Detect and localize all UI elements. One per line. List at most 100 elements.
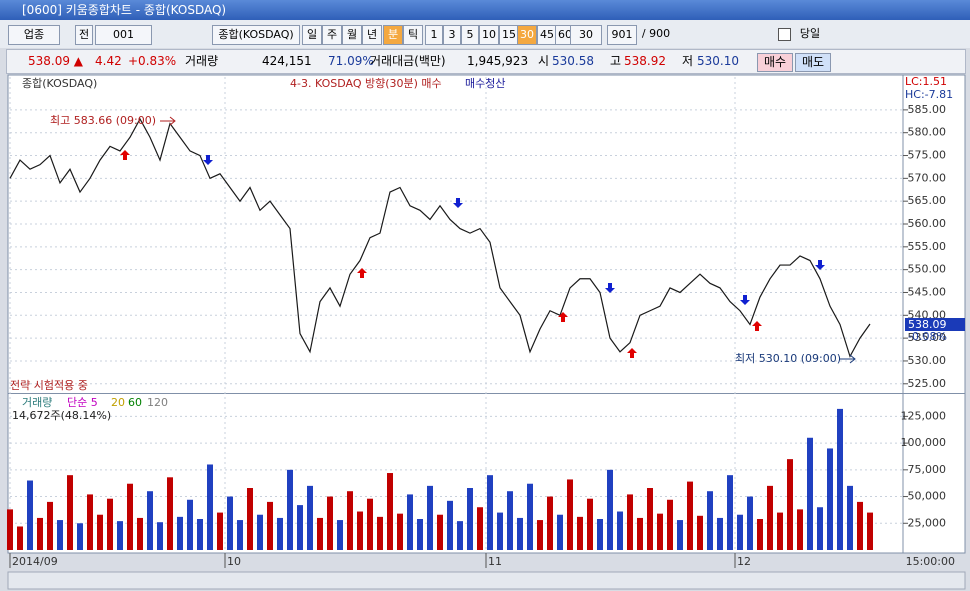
legend-label: 60 <box>128 396 142 409</box>
volume-bar <box>167 477 173 550</box>
toolbar-button[interactable]: 전 <box>75 25 93 45</box>
volume-bar <box>347 491 353 550</box>
annotation: 매수청산 <box>465 77 505 90</box>
quote-field: 530.58 <box>552 54 594 68</box>
toolbar-button[interactable]: 5 <box>461 25 479 45</box>
volume-bar <box>597 519 603 550</box>
volume-bar <box>427 485 433 550</box>
volume-bar <box>237 520 243 550</box>
volume-bar <box>507 491 513 550</box>
signal-arrow <box>627 348 637 358</box>
quote-field: +0.83% <box>128 54 177 68</box>
volume-bar <box>627 494 633 550</box>
annotation: 최고 583.66 (09:00) <box>50 114 156 127</box>
volume-bar <box>527 483 533 550</box>
quote-field: 고 <box>610 54 622 68</box>
toolbar-button[interactable]: 001 <box>95 25 152 45</box>
annotation: 538.09 <box>908 318 947 331</box>
quote-field: 1,945,923 <box>467 54 529 68</box>
volume-bar <box>577 516 583 550</box>
volume-bar <box>357 511 363 550</box>
volume-bar <box>77 523 83 550</box>
series-name: 종합(KOSDAQ) <box>22 77 97 90</box>
volume-bar <box>147 491 153 550</box>
annotation: HC:-7.81 <box>905 88 953 101</box>
volume-bar <box>17 526 23 550</box>
volume-bar <box>217 512 223 550</box>
volume-bar <box>297 505 303 550</box>
volume-bar <box>797 509 803 550</box>
toolbar-button[interactable]: 30 <box>517 25 537 45</box>
volume-bar <box>817 507 823 550</box>
volume-bar <box>287 469 293 550</box>
toolbar-button[interactable]: 년 <box>362 25 382 45</box>
quote-field: 424,151 <box>262 54 312 68</box>
volume-bar <box>7 509 13 550</box>
toolbar-button[interactable]: 10 <box>479 25 499 45</box>
legend-label: 20 <box>111 396 125 409</box>
scrollbar[interactable] <box>7 571 966 590</box>
quote-field: 시 <box>538 54 550 68</box>
checkbox[interactable] <box>778 28 791 41</box>
toolbar-button[interactable]: 45 <box>537 25 557 45</box>
y-tick-label: 580.00 <box>908 126 947 139</box>
volume-bar <box>847 485 853 550</box>
volume-bar <box>337 520 343 550</box>
y-tick-label: 530.00 <box>908 354 947 367</box>
signal-arrow <box>453 198 463 208</box>
y-tick-label: 525.00 <box>908 377 947 390</box>
toolbar-button[interactable]: 업종 <box>8 25 60 45</box>
quote-field: 거래대금(백만) <box>370 54 446 68</box>
volume-bar <box>377 516 383 550</box>
toolbar-button[interactable]: 1 <box>425 25 443 45</box>
volume-bar <box>517 517 523 550</box>
toolbar-button[interactable]: 틱 <box>403 25 423 45</box>
volume-bar <box>67 475 73 550</box>
volume-bar <box>177 516 183 550</box>
signal-arrow <box>203 155 213 165</box>
toolbar-button[interactable]: 종합(KOSDAQ) <box>212 25 300 45</box>
volume-bar <box>37 517 43 550</box>
annotation: -0.08% <box>908 330 947 343</box>
signal-arrow <box>752 321 762 331</box>
y-tick-label: 50,000 <box>908 490 947 503</box>
volume-bar <box>87 494 93 550</box>
y-tick-label: 75,000 <box>908 463 947 476</box>
annotation: 전략 시험적용 중 <box>10 379 88 392</box>
x-tick-label: 12 <box>737 555 751 568</box>
volume-bar <box>307 485 313 550</box>
volume-bar <box>317 517 323 550</box>
toolbar-button[interactable]: / 900 <box>641 27 671 40</box>
volume-bar <box>497 512 503 550</box>
legend-label: 거래량 <box>22 396 52 409</box>
volume-bar <box>257 514 263 550</box>
quote-field: 530.10 <box>697 54 739 68</box>
toolbar-button[interactable]: 당일 <box>799 27 821 40</box>
volume-bar <box>867 512 873 550</box>
y-tick-label: 550.00 <box>908 263 947 276</box>
signal-arrow <box>605 283 615 293</box>
y-tick-label: 560.00 <box>908 217 947 230</box>
toolbar-button[interactable]: 901 <box>607 25 637 45</box>
toolbar-button[interactable]: 일 <box>302 25 322 45</box>
volume-bar <box>727 475 733 550</box>
y-tick-label: 555.00 <box>908 240 947 253</box>
volume-bar <box>367 498 373 550</box>
toolbar-button[interactable]: 3 <box>443 25 461 45</box>
y-tick-label: 100,000 <box>901 436 947 449</box>
order-button[interactable]: 매수 <box>757 53 793 72</box>
volume-bar <box>437 514 443 550</box>
toolbar-button[interactable]: 30 <box>570 25 602 45</box>
annotation: 최저 530.10 (09:00) <box>735 352 841 365</box>
toolbar-button[interactable]: 주 <box>322 25 342 45</box>
volume-bar <box>617 511 623 550</box>
current-price-box <box>905 318 965 331</box>
y-tick-label: 585.00 <box>908 103 947 116</box>
toolbar-button[interactable]: 분 <box>383 25 403 45</box>
pointer-arrow <box>840 354 856 364</box>
y-tick-label: 125,000 <box>901 409 947 422</box>
order-button[interactable]: 매도 <box>795 53 831 72</box>
title-bar: [0600] 키움종합차트 - 종합(KOSDAQ) <box>0 0 970 20</box>
volume-bar <box>27 480 33 550</box>
toolbar-button[interactable]: 월 <box>342 25 362 45</box>
